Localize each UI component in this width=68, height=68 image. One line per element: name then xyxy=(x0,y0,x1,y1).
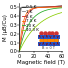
1 K xyxy=(38,7,39,8)
40.3 K xyxy=(30,32,31,33)
0.5 K xyxy=(26,7,27,8)
5 K xyxy=(38,7,39,8)
20 K xyxy=(44,10,45,11)
Line: 20 K: 20 K xyxy=(19,8,62,51)
7.5 K xyxy=(44,7,45,8)
Line: 7.5 K: 7.5 K xyxy=(19,7,62,51)
Line: 1 K: 1 K xyxy=(19,6,62,51)
Line: 40.3 K: 40.3 K xyxy=(19,13,62,51)
1 K xyxy=(26,7,27,8)
5 K xyxy=(26,16,27,17)
20 K xyxy=(30,21,31,22)
40.3 K xyxy=(44,19,45,20)
20 K xyxy=(19,51,20,52)
Line: 5 K: 5 K xyxy=(19,6,62,51)
1 K xyxy=(47,6,48,7)
7.5 K xyxy=(51,7,52,8)
20 K xyxy=(38,13,39,14)
Y-axis label: M (μB/Cu): M (μB/Cu) xyxy=(3,14,8,41)
0.5 K xyxy=(19,51,20,52)
7.5 K xyxy=(47,7,48,8)
5 K xyxy=(19,51,20,52)
1 K xyxy=(51,6,52,7)
7.5 K xyxy=(38,7,39,8)
X-axis label: Magnetic field (T): Magnetic field (T) xyxy=(17,60,65,65)
0.5 K xyxy=(38,7,39,8)
0.5 K xyxy=(30,7,31,8)
Legend: 0.5 K, 1 K, 5 K, 7.5 K, 20 K, 40.3 K: 0.5 K, 1 K, 5 K, 7.5 K, 20 K, 40.3 K xyxy=(21,5,39,33)
7.5 K xyxy=(30,9,31,10)
0.5 K xyxy=(51,6,52,7)
1 K xyxy=(19,51,20,52)
40.3 K xyxy=(19,51,20,52)
40.3 K xyxy=(38,24,39,25)
5 K xyxy=(51,6,52,7)
5 K xyxy=(30,10,31,11)
40.3 K xyxy=(26,37,27,38)
Line: 0.5 K: 0.5 K xyxy=(19,6,62,51)
40.3 K xyxy=(47,17,48,18)
20 K xyxy=(47,9,48,10)
0.5 K xyxy=(47,6,48,7)
1 K xyxy=(30,7,31,8)
5 K xyxy=(44,7,45,8)
40.3 K xyxy=(51,16,52,17)
7.5 K xyxy=(19,51,20,52)
